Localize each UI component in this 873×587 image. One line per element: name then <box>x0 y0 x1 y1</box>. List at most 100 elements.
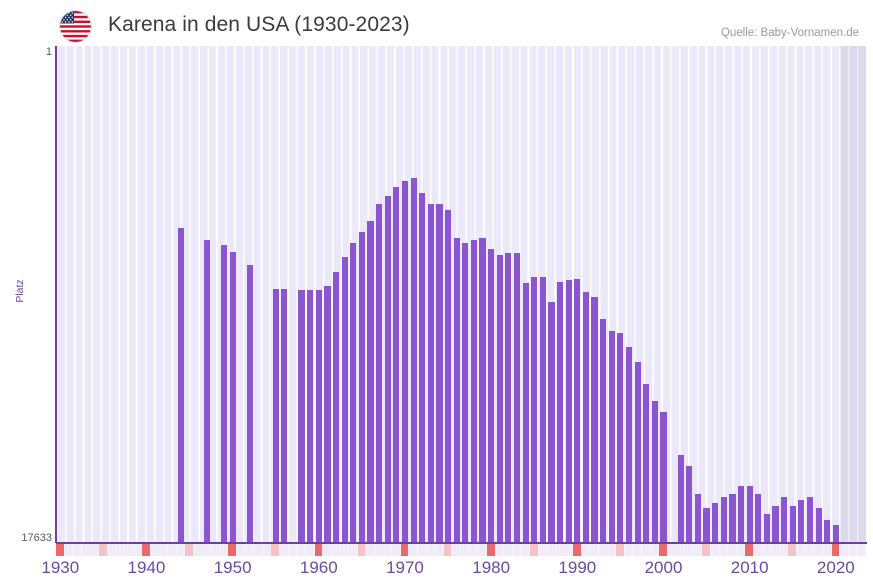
bar-1986[interactable] <box>539 277 546 543</box>
bar-1969[interactable] <box>393 187 400 543</box>
x-tick-1956 <box>280 544 288 556</box>
bar-2019[interactable] <box>824 519 831 543</box>
x-tick-1939 <box>133 544 142 556</box>
y-axis-title: Platz <box>14 279 26 303</box>
bar-1979[interactable] <box>479 237 486 543</box>
bar-2009[interactable] <box>737 485 745 543</box>
bar-1977[interactable] <box>462 243 469 543</box>
bar-2003[interactable] <box>686 465 693 543</box>
bar-2002[interactable] <box>677 454 684 543</box>
bar-2010[interactable] <box>746 485 753 543</box>
bar-1971[interactable] <box>410 178 417 543</box>
bar-2008[interactable] <box>729 494 736 543</box>
x-tick-2003 <box>685 544 693 556</box>
x-tick-1940 <box>142 544 150 556</box>
x-tick-1978 <box>469 544 478 556</box>
bar-1989[interactable] <box>565 280 572 543</box>
bar-1993[interactable] <box>600 319 607 543</box>
bar-1959[interactable] <box>307 290 314 543</box>
bar-1998[interactable] <box>643 383 650 543</box>
bar-2017[interactable] <box>806 497 814 543</box>
bar-1966[interactable] <box>367 220 374 543</box>
x-axis-label-2000: 2000 <box>644 558 683 577</box>
bar-2005[interactable] <box>703 508 710 543</box>
x-tick-1932 <box>73 544 81 556</box>
x-tick-2022 <box>848 544 857 556</box>
bar-1974[interactable] <box>436 204 443 543</box>
bar-1976[interactable] <box>453 237 460 543</box>
bar-1995[interactable] <box>617 333 624 543</box>
bar-1944[interactable] <box>177 228 185 543</box>
bar-1958[interactable] <box>298 290 305 543</box>
bar-1985[interactable] <box>531 277 538 543</box>
bar-1968[interactable] <box>384 195 391 543</box>
bar-1964[interactable] <box>350 243 357 543</box>
x-tick-1941 <box>150 544 159 556</box>
bar-1978[interactable] <box>470 240 477 543</box>
chart-header: Karena in den USA (1930-2023) Quelle: Ba… <box>0 0 873 46</box>
x-tick-1944 <box>176 544 185 556</box>
bar-1996[interactable] <box>625 347 633 543</box>
x-tick-1954 <box>262 544 271 556</box>
bar-1947[interactable] <box>203 240 210 543</box>
bar-2020[interactable] <box>832 525 839 543</box>
bar-2006[interactable] <box>712 502 719 543</box>
x-axis-label-1950: 1950 <box>213 558 252 577</box>
x-tick-1993 <box>598 544 607 556</box>
bar-1975[interactable] <box>444 209 452 543</box>
x-tick-2008 <box>728 544 736 556</box>
x-tick-1937 <box>116 544 125 556</box>
bar-1982[interactable] <box>505 253 512 543</box>
bar-2013[interactable] <box>772 505 779 543</box>
bar-1956[interactable] <box>281 288 288 543</box>
x-tick-1955 <box>271 544 280 556</box>
bar-1949[interactable] <box>220 244 228 543</box>
bar-1992[interactable] <box>591 297 598 543</box>
bar-2016[interactable] <box>798 499 805 543</box>
bar-2012[interactable] <box>763 514 770 543</box>
bar-1991[interactable] <box>582 291 590 543</box>
bar-1990[interactable] <box>574 278 581 543</box>
x-tick-1936 <box>107 544 116 556</box>
bar-2004[interactable] <box>694 494 702 543</box>
bar-1960[interactable] <box>315 290 322 543</box>
bar-1994[interactable] <box>608 330 615 543</box>
bar-1950[interactable] <box>229 251 236 543</box>
bar-1987[interactable] <box>548 302 555 543</box>
bar-1955[interactable] <box>272 288 279 543</box>
x-tick-1947 <box>202 544 211 556</box>
bar-2000[interactable] <box>660 412 667 543</box>
bar-1965[interactable] <box>358 231 365 543</box>
bar-2014[interactable] <box>781 497 788 543</box>
bar-1997[interactable] <box>634 361 641 543</box>
bar-1983[interactable] <box>513 253 521 543</box>
bar-1952[interactable] <box>246 264 253 543</box>
bar-2015[interactable] <box>789 505 796 543</box>
x-tick-1931 <box>64 544 73 556</box>
x-axis-label-1960: 1960 <box>299 558 338 577</box>
bar-1981[interactable] <box>496 254 503 543</box>
bar-1973[interactable] <box>427 204 434 543</box>
x-tick-1989 <box>564 544 573 556</box>
x-tick-2020 <box>831 544 840 556</box>
bar-1961[interactable] <box>324 285 331 543</box>
x-tick-1964 <box>348 544 357 556</box>
bar-2007[interactable] <box>720 497 727 543</box>
x-tick-1960 <box>314 544 323 556</box>
bar-1980[interactable] <box>488 249 495 543</box>
bar-1984[interactable] <box>522 282 529 543</box>
bar-1963[interactable] <box>341 257 348 543</box>
bar-1962[interactable] <box>332 271 340 543</box>
x-tick-2001 <box>667 544 676 556</box>
bar-1967[interactable] <box>376 204 383 543</box>
bar-1988[interactable] <box>556 281 564 543</box>
x-tick-1975 <box>443 544 452 556</box>
x-tick-1948 <box>211 544 219 556</box>
x-axis-line <box>56 542 867 544</box>
bar-2018[interactable] <box>815 508 822 543</box>
bar-1970[interactable] <box>401 181 409 543</box>
bar-1972[interactable] <box>419 192 426 543</box>
bar-2011[interactable] <box>755 494 762 543</box>
x-tick-1952 <box>245 544 254 556</box>
bar-1999[interactable] <box>651 400 658 543</box>
